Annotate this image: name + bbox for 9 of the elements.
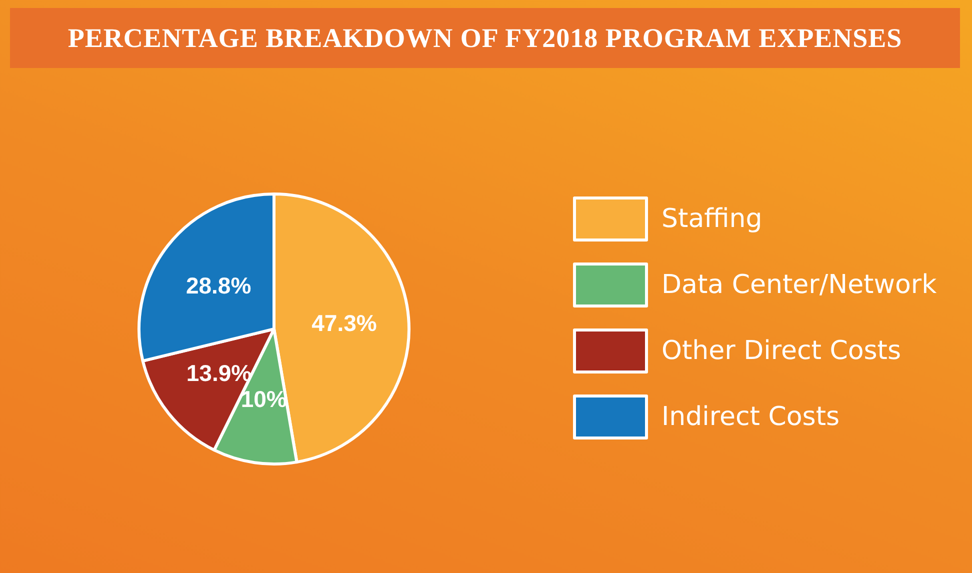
legend-label: Staffing	[662, 204, 762, 234]
data-label: 10%	[240, 386, 287, 412]
data-label: 47.3%	[312, 310, 377, 336]
chart-title: PERCENTAGE BREAKDOWN OF FY2018 PROGRAM EXPENSES	[10, 8, 960, 68]
legend-label: Other Direct Costs	[662, 336, 902, 366]
data-label: 28.8%	[186, 272, 252, 298]
data-label: 13.9%	[186, 360, 252, 386]
legend-label: Data Center/Network	[662, 270, 937, 300]
legend-label: Indirect Costs	[662, 402, 840, 432]
